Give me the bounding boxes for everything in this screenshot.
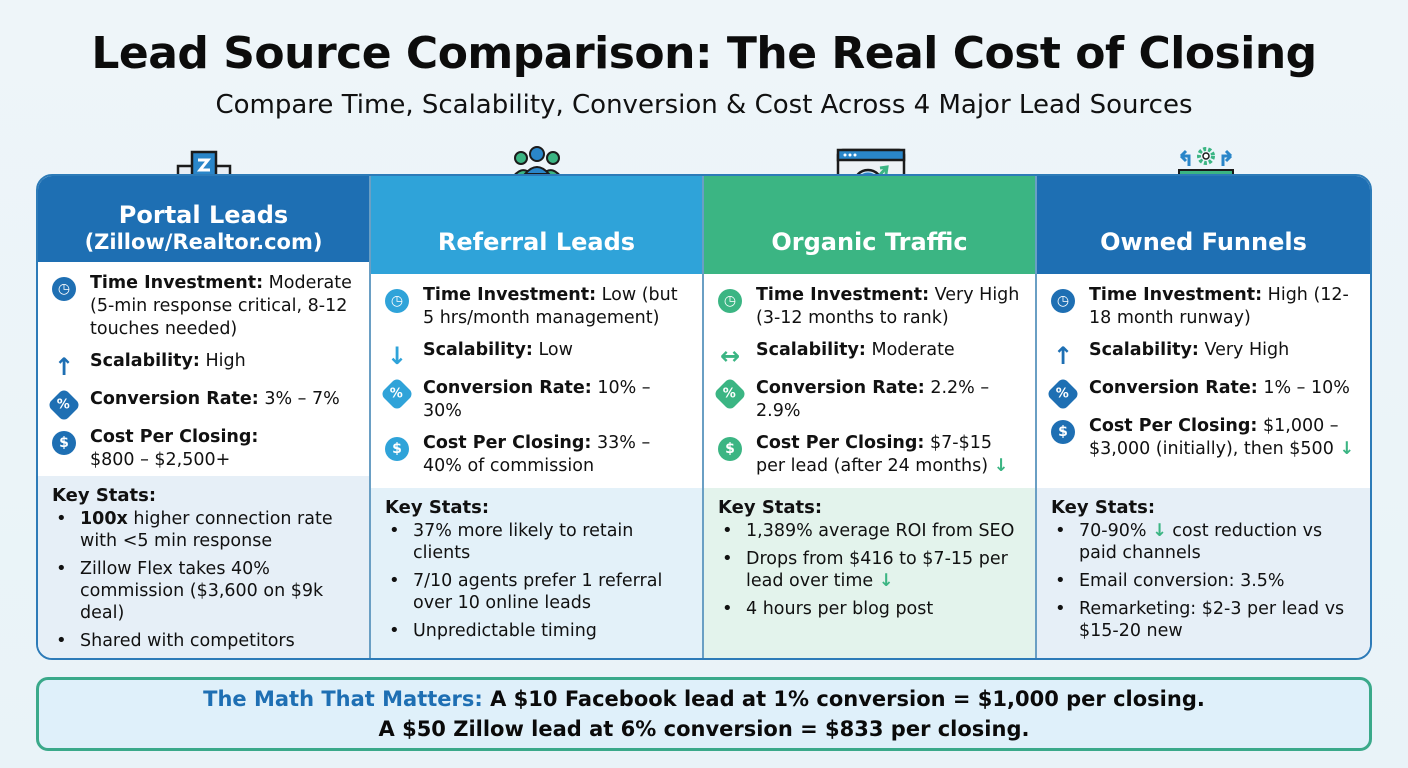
metric-scalability: ↓ Scalability: Low <box>386 340 573 370</box>
stat-item: 37% more likely to retain clients <box>385 520 692 564</box>
metric-conversion: % Conversion Rate: 3% – 7% <box>47 388 359 422</box>
down-arrow-icon: ↓ <box>1152 521 1167 541</box>
clock-icon: ◷ <box>52 277 76 301</box>
metric-cost: $ Cost Per Closing: 33% – 40% of commiss… <box>385 432 692 478</box>
metric-conversion: % Conversion Rate: 1% – 10% <box>1046 377 1360 411</box>
stat-item: 70-90% ↓ cost reduction vs paid channels <box>1051 520 1360 564</box>
stat-item: 7/10 agents prefer 1 referral over 10 on… <box>385 570 692 614</box>
percent-badge-icon: % <box>380 377 414 411</box>
metrics-section: ◷ Time Investment: High (12-18 month run… <box>1037 274 1370 488</box>
comparison-table: Portal Leads (Zillow/Realtor.com) ◷ Time… <box>36 174 1372 660</box>
arrow-up-icon: ↑ <box>1052 342 1074 370</box>
key-stats: Key Stats: 1,389% average ROI from SEO D… <box>704 488 1035 658</box>
down-arrow-icon: ↓ <box>993 456 1009 476</box>
dollar-decrease-icon: $ <box>718 437 742 461</box>
metric-cost: $ Cost Per Closing: $800 – $2,500+ <box>52 426 359 472</box>
metric-time: ◷ Time Investment: Moderate (5-min respo… <box>52 272 359 341</box>
column-title: Referral Leads <box>437 228 636 256</box>
stat-item: 1,389% average ROI from SEO <box>718 520 1025 542</box>
arrow-up-icon: ↑ <box>53 353 75 381</box>
metric-conversion: % Conversion Rate: 2.2% – 2.9% <box>713 377 1025 423</box>
key-stats: Key Stats: 70-90% ↓ cost reduction vs pa… <box>1037 488 1370 658</box>
metric-conversion: % Conversion Rate: 10% – 30% <box>380 377 692 423</box>
stat-item: 4 hours per blog post <box>718 598 1025 620</box>
metric-time: ◷ Time Investment: Very High (3-12 month… <box>718 284 1025 330</box>
key-stats: Key Stats: 100x higher connection rate w… <box>38 476 369 658</box>
column-referral-leads: Referral Leads ◷ Time Investment: Low (b… <box>371 176 704 658</box>
column-owned-funnels: Owned Funnels ◷ Time Investment: High (1… <box>1037 176 1370 658</box>
metric-cost: $ Cost Per Closing: $7-$15 per lead (aft… <box>718 432 1025 478</box>
metric-scalability: ↔ Scalability: Moderate <box>719 340 955 370</box>
metric-scalability: ↑ Scalability: High <box>53 351 246 381</box>
math-callout: The Math That Matters: A $10 Facebook le… <box>36 677 1372 751</box>
dollar-icon: $ <box>385 437 409 461</box>
column-organic-traffic: Organic Traffic ◷ Time Investment: Very … <box>704 176 1037 658</box>
metric-cost: $ Cost Per Closing: $1,000 – $3,000 (ini… <box>1051 415 1360 461</box>
column-portal-leads: Portal Leads (Zillow/Realtor.com) ◷ Time… <box>38 176 371 658</box>
stat-item: Shared with competitors <box>52 630 359 652</box>
column-header: Owned Funnels <box>1037 176 1370 274</box>
metrics-section: ◷ Time Investment: Moderate (5-min respo… <box>38 262 369 476</box>
column-title: Portal Leads <box>118 201 289 229</box>
callout-line-2: A $50 Zillow lead at 6% conversion = $83… <box>378 717 1030 741</box>
key-stats: Key Stats: 37% more likely to retain cli… <box>371 488 702 658</box>
dollar-decrease-icon: $ <box>1051 420 1075 444</box>
stat-item: Remarketing: $2-3 per lead vs $15-20 new <box>1051 598 1360 642</box>
clock-icon: ◷ <box>385 289 409 313</box>
metrics-section: ◷ Time Investment: Very High (3-12 month… <box>704 274 1035 488</box>
arrow-left-right-icon: ↔ <box>719 342 741 370</box>
stat-item: 100x higher connection rate with <5 min … <box>52 508 359 552</box>
column-title: Organic Traffic <box>771 228 968 256</box>
column-header: Organic Traffic <box>704 176 1035 274</box>
stat-item: Zillow Flex takes 40% commission ($3,600… <box>52 558 359 624</box>
page-title: Lead Source Comparison: The Real Cost of… <box>91 28 1317 79</box>
stat-item: Drops from $416 to $7-15 per lead over t… <box>718 548 1025 592</box>
column-title: Owned Funnels <box>1100 228 1307 256</box>
stat-item: Email conversion: 3.5% <box>1051 570 1360 592</box>
clock-icon: ◷ <box>1051 289 1075 313</box>
percent-badge-icon: % <box>47 388 81 422</box>
column-header: Portal Leads (Zillow/Realtor.com) <box>38 176 369 262</box>
column-header: Referral Leads <box>371 176 702 274</box>
percent-badge-icon: % <box>713 377 747 411</box>
dollar-icon: $ <box>52 431 76 455</box>
metric-time: ◷ Time Investment: Low (but 5 hrs/month … <box>385 284 692 330</box>
metric-scalability: ↑ Scalability: Very High <box>1052 340 1290 370</box>
down-arrow-icon: ↓ <box>878 571 894 591</box>
callout-line-1: The Math That Matters: A $10 Facebook le… <box>203 687 1205 711</box>
metric-time: ◷ Time Investment: High (12-18 month run… <box>1051 284 1360 330</box>
down-arrow-icon: ↓ <box>1339 439 1355 459</box>
column-subtitle: (Zillow/Realtor.com) <box>84 230 323 254</box>
percent-badge-icon: % <box>1046 377 1080 411</box>
stat-item: Unpredictable timing <box>385 620 692 642</box>
clock-icon: ◷ <box>718 289 742 313</box>
page-subtitle: Compare Time, Scalability, Conversion & … <box>215 90 1193 120</box>
metrics-section: ◷ Time Investment: Low (but 5 hrs/month … <box>371 274 702 488</box>
arrow-down-icon: ↓ <box>386 342 408 370</box>
